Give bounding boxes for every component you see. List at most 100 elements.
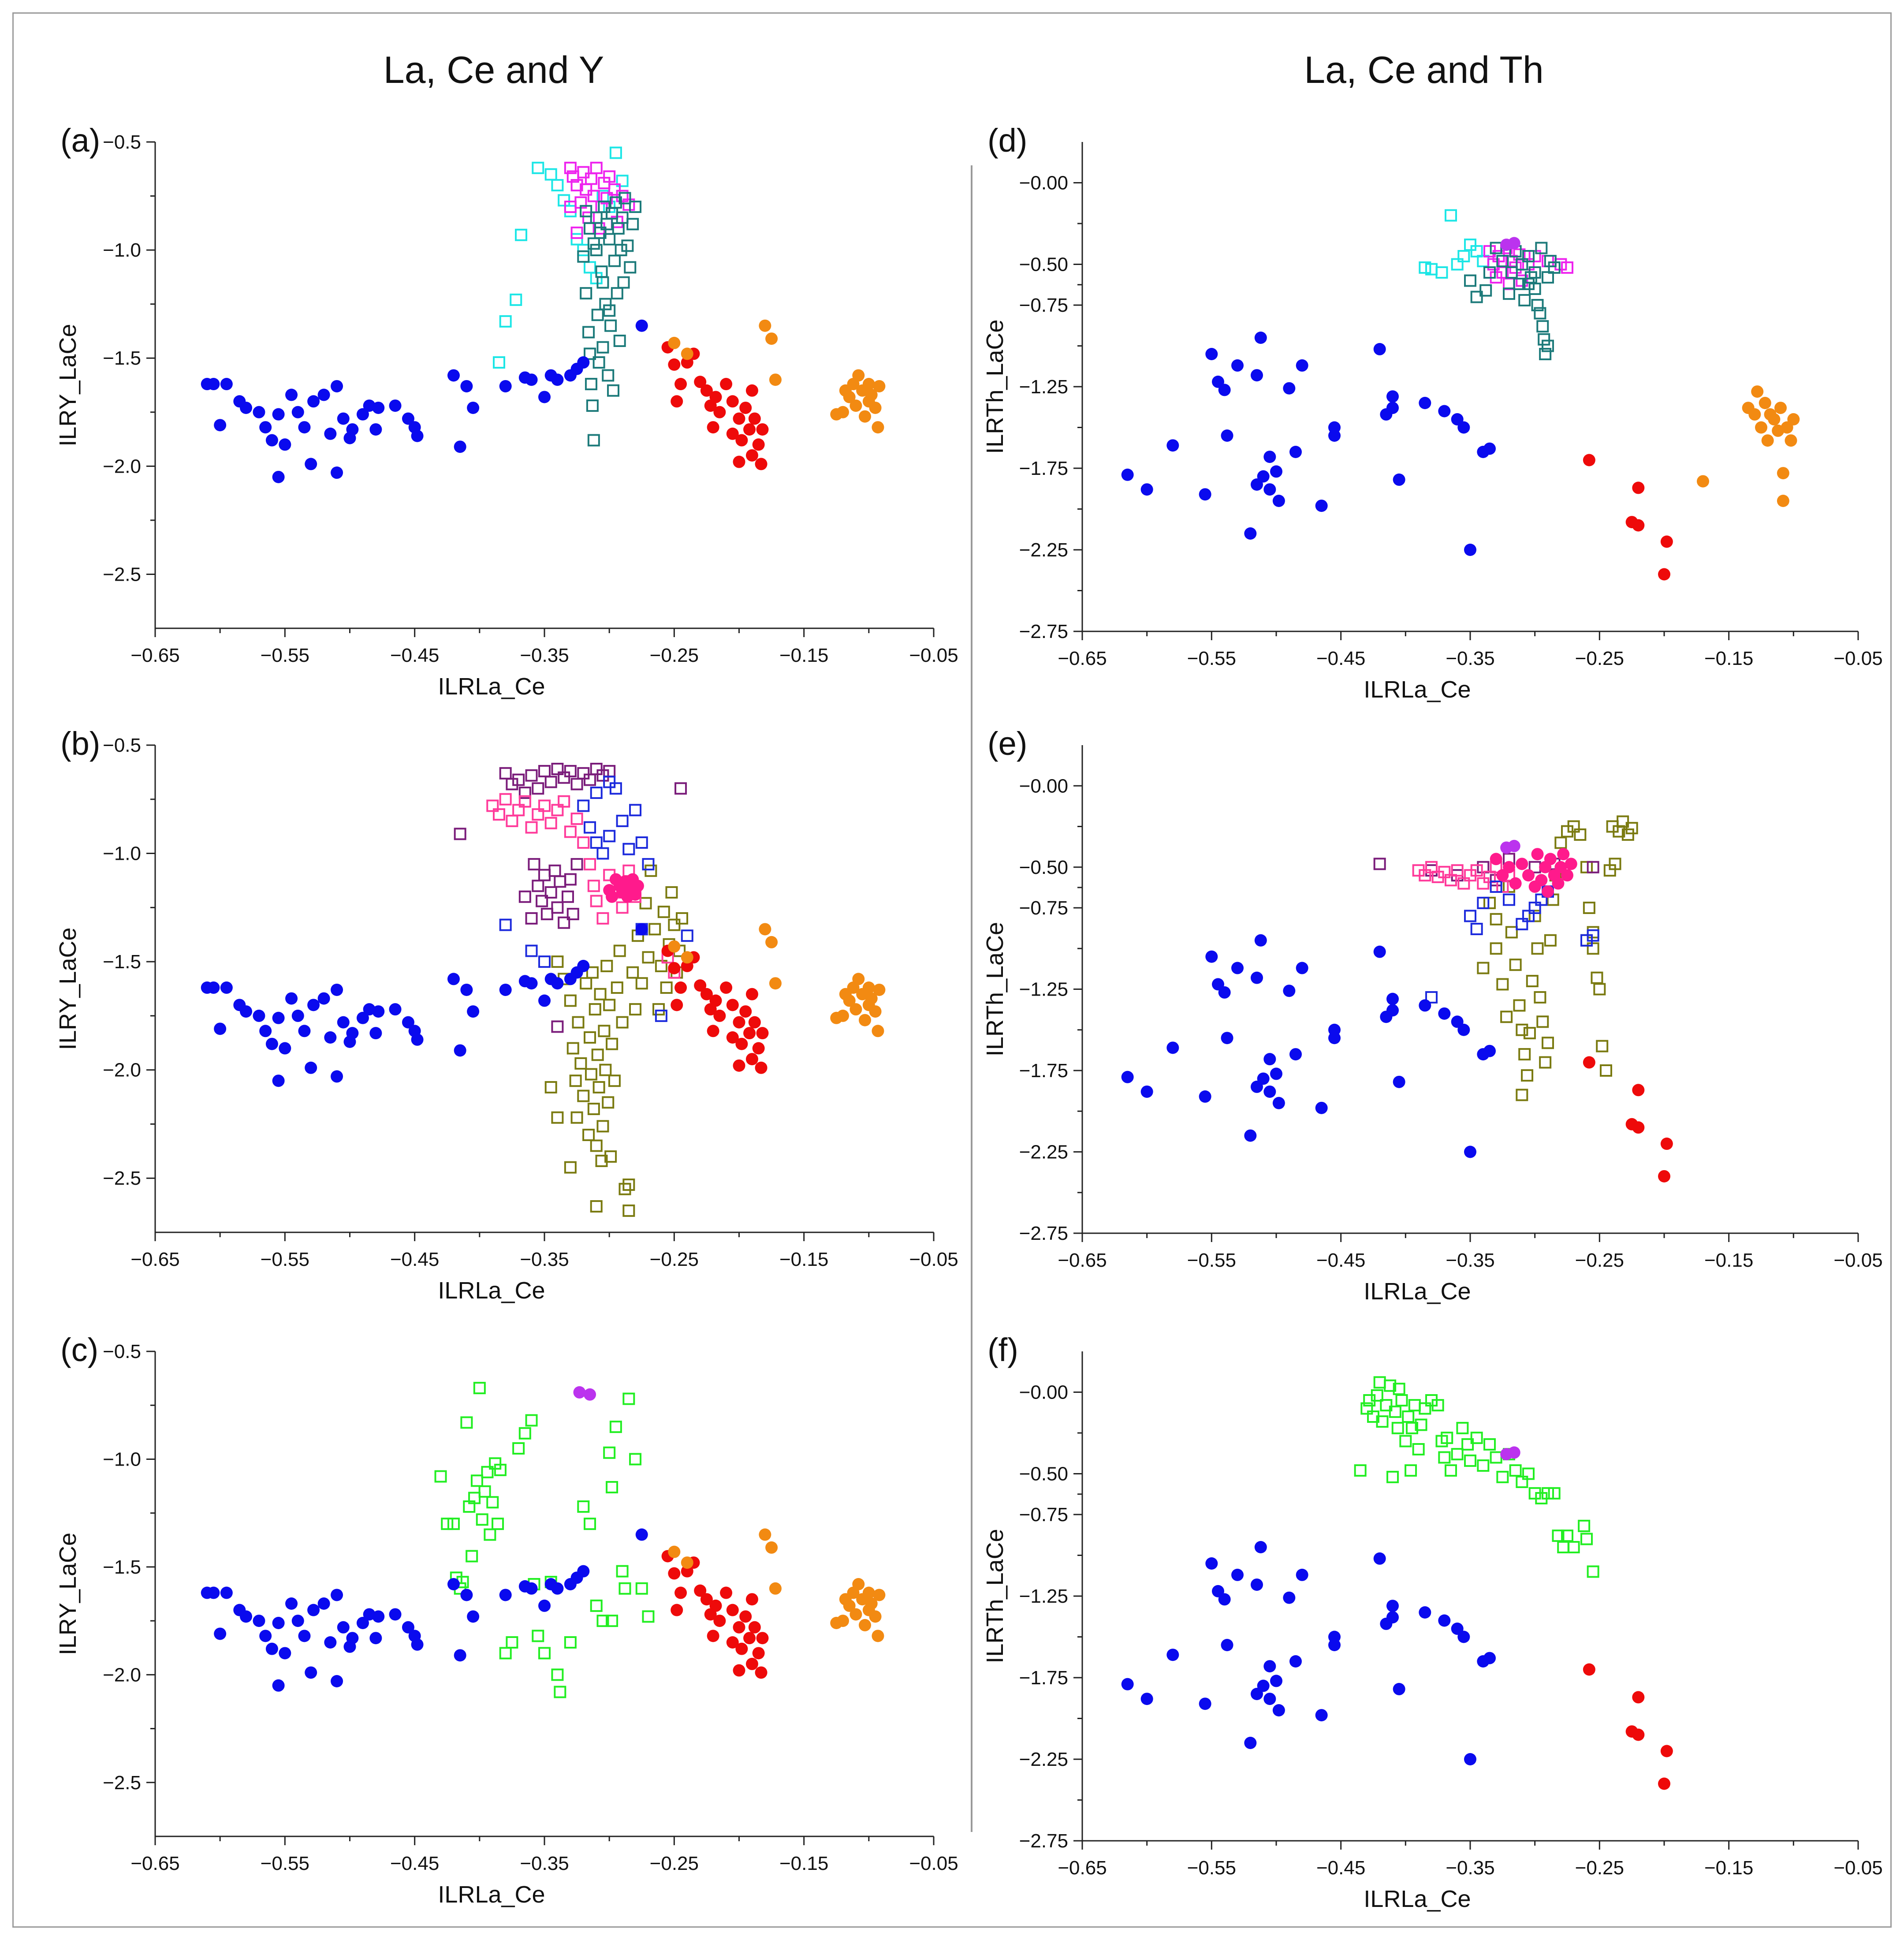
data-point-red [748,1016,761,1029]
data-point-green [1438,1451,1451,1464]
data-point-green [596,1615,609,1627]
series-royal [1425,880,1599,1004]
x-tick-label: −0.25 [650,645,699,666]
data-point-blue [1386,992,1399,1005]
data-point-royal [642,858,655,871]
data-point-pink [1419,869,1431,882]
data-point-cyan [544,168,557,181]
data-point-blue [1386,390,1399,403]
data-point-blue [389,399,402,412]
data-point-blue [372,401,385,414]
data-point-orange [836,1615,849,1627]
data-point-blue [1289,446,1302,458]
data-point-blue [331,1589,343,1601]
data-point-olive [1516,1089,1528,1101]
series-green [1354,1376,1599,1578]
data-point-teal [603,304,616,317]
data-point-blue [1438,1614,1451,1627]
y-tick-label: −1.25 [1019,979,1068,1000]
data-point-purple [570,778,583,791]
data-point-blue [1373,1552,1386,1565]
data-point-blue [467,1005,480,1018]
y-axis-label: ILRY_LaCe [55,324,81,446]
data-point-olive [635,977,648,990]
data-point-teal [598,201,611,213]
data-point-green [1477,1459,1490,1472]
data-point-orange [1777,495,1789,507]
data-point-red [674,1586,687,1599]
data-point-purple [532,880,544,892]
x-tick-label: −0.35 [520,645,569,666]
data-point-cyan [570,233,583,246]
data-point-cyan [1457,250,1470,262]
x-tick-label: −0.05 [909,1249,958,1270]
data-point-orange [668,940,681,953]
data-point-green [1405,1464,1417,1477]
data-point-purple [499,767,512,780]
data-point-blue [577,959,590,972]
data-point-purple [518,787,531,799]
data-point-red [743,1027,756,1040]
y-tick-label: −1.25 [1019,376,1068,398]
data-point-blue [324,1636,337,1649]
data-point-blue [1231,962,1244,974]
data-point-blue [331,1675,343,1687]
data-point-olive [1574,828,1587,841]
data-point-green [1399,1435,1412,1448]
data-point-magenta [1516,274,1528,287]
x-tick-label: −0.65 [1058,1250,1107,1271]
data-point-cyan [1445,209,1457,222]
data-point-blue [1221,1032,1233,1045]
data-point-olive [1539,1056,1552,1069]
data-point-pink [551,804,564,817]
data-point-olive [1583,902,1595,914]
y-tick-label: −0.5 [103,131,141,153]
data-point-pink [538,799,551,812]
data-point-blue [356,1617,369,1629]
data-point-blue [240,401,253,414]
data-point-green [1561,1530,1573,1542]
data-point-teal [1505,266,1518,279]
data-point-red [674,378,687,391]
x-axis-label: ILRLa_Ce [1364,1278,1471,1305]
data-point-royal [655,1009,667,1022]
data-point-blue [1218,986,1231,999]
data-point-blue [525,977,538,990]
y-tick-label: −0.75 [1019,897,1068,919]
data-point-red [720,378,733,391]
data-point-royal [1522,910,1535,922]
data-point-blue [307,1604,320,1616]
data-point-olive [589,1003,601,1016]
data-point-blue [272,1074,285,1087]
data-point-blue [1296,1568,1308,1581]
data-point-magenta [1542,255,1554,268]
data-point-teal [590,211,603,224]
data-point-blue [1244,1737,1257,1749]
data-point-pink [1477,877,1490,890]
data-point-green [1483,1438,1496,1451]
data-point-red [720,981,733,994]
data-point-red [671,999,683,1011]
y-tick-label: −1.25 [1019,1586,1068,1607]
data-point-red [735,1037,748,1050]
data-point-red [726,1031,739,1044]
data-point-green [616,1565,629,1578]
data-point-teal [596,341,609,354]
data-point-orange [852,369,865,382]
data-point-olive [1542,1037,1554,1049]
data-point-blue [1483,442,1496,455]
data-point-green [1415,1418,1427,1431]
data-point-blue [279,438,291,451]
data-point-teal [1531,299,1544,311]
y-tick-label: −0.00 [1019,172,1068,194]
data-point-olive [655,959,667,972]
data-point-orange [668,1545,681,1558]
data-point-red [707,421,719,434]
data-point-blue [285,388,298,401]
data-point-blue [499,380,512,392]
data-point-green [492,1518,504,1530]
data-point-olive [1518,1048,1531,1061]
data-point-olive [566,1042,579,1055]
data-point-teal [1542,340,1554,352]
data-point-pink [590,895,603,907]
